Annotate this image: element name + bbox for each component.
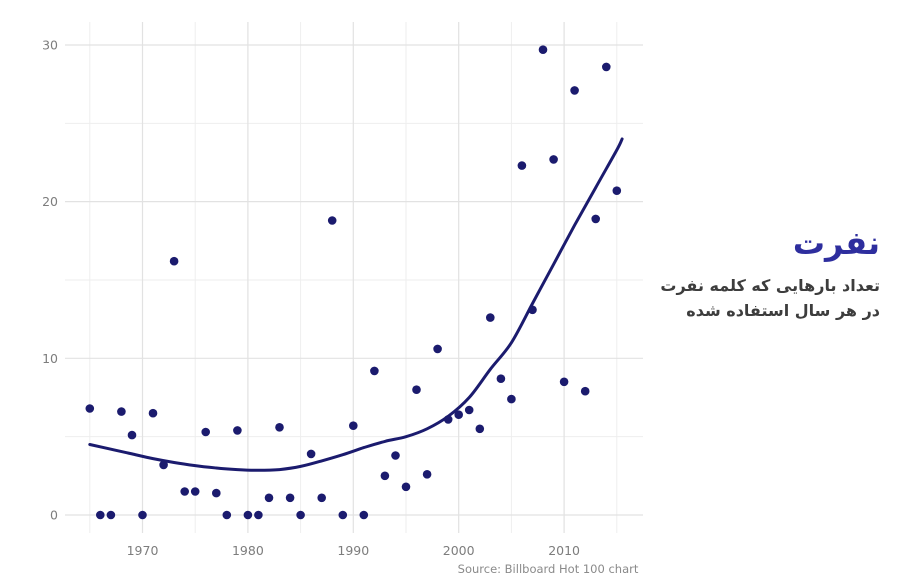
- data-point: [422, 470, 432, 479]
- chart-title: نفرت: [792, 224, 880, 262]
- data-point: [117, 407, 126, 416]
- data-point: [159, 460, 168, 470]
- data-point: [317, 493, 327, 503]
- data-point: [138, 510, 147, 520]
- data-point: [412, 385, 421, 395]
- data-point: [433, 344, 442, 354]
- data-point: [401, 482, 411, 492]
- data-point: [549, 155, 558, 164]
- data-point: [591, 214, 600, 224]
- data-point: [233, 426, 242, 435]
- data-point: [148, 408, 158, 418]
- data-point: [85, 404, 95, 413]
- data-point: [190, 487, 200, 496]
- x-tick-label: 2010: [548, 543, 580, 558]
- data-point: [528, 305, 537, 315]
- x-tick-label: 1970: [127, 543, 159, 558]
- data-point: [380, 471, 390, 481]
- y-tick-label: 0: [50, 508, 58, 523]
- x-tick-label: 1980: [232, 543, 264, 558]
- data-point: [275, 423, 284, 432]
- y-axis-tick-labels: 0 10 20 30: [42, 37, 58, 522]
- data-point: [454, 410, 464, 420]
- data-points: [85, 45, 622, 520]
- chart-subtitle-line-2: در هر سال استفاده شده: [686, 301, 880, 321]
- y-tick-label: 30: [42, 37, 58, 52]
- data-point: [127, 430, 137, 440]
- data-point: [254, 510, 263, 520]
- chart-subtitle-line-1: تعداد بارهایی که کلمه نفرت: [660, 276, 880, 296]
- data-point: [517, 161, 527, 170]
- source-caption: Source: Billboard Hot 100 chart: [457, 562, 639, 576]
- data-point: [570, 86, 579, 95]
- data-point: [391, 451, 400, 460]
- data-point: [212, 488, 221, 498]
- data-point: [580, 386, 590, 396]
- data-point: [370, 366, 379, 376]
- y-tick-label: 20: [42, 194, 58, 209]
- data-point: [327, 216, 337, 225]
- data-point: [264, 493, 274, 503]
- data-point: [338, 510, 348, 520]
- x-tick-label: 2000: [443, 543, 475, 558]
- data-point: [106, 510, 116, 520]
- chart-subtitle: تعداد بارهایی که کلمه نفرت در هر سال است…: [660, 273, 880, 323]
- data-point: [243, 510, 253, 520]
- data-point: [464, 405, 474, 415]
- x-tick-label: 1990: [337, 543, 369, 558]
- x-axis-tick-labels: 1970 1980 1990 2000 2010: [127, 543, 580, 558]
- data-point: [559, 377, 569, 387]
- data-point: [201, 427, 210, 437]
- y-tick-label: 10: [42, 351, 58, 366]
- data-point: [222, 510, 232, 520]
- data-point: [306, 449, 316, 459]
- data-point: [507, 394, 516, 404]
- annotation-block: نفرت تعداد بارهایی که کلمه نفرت در هر سا…: [660, 224, 880, 323]
- data-point: [486, 313, 495, 322]
- data-point: [96, 510, 105, 520]
- data-point: [443, 415, 453, 424]
- data-point: [538, 45, 548, 54]
- data-point: [169, 256, 179, 266]
- data-point: [285, 493, 295, 503]
- data-point: [475, 424, 485, 434]
- minor-gridlines: [65, 22, 643, 533]
- data-point: [612, 186, 622, 195]
- scatter-chart: 1970 1980 1990 2000 2010 0 10 20 30: [42, 22, 643, 558]
- trend-line: [88, 137, 624, 472]
- data-point: [180, 487, 189, 496]
- data-point: [296, 510, 305, 520]
- data-point: [602, 62, 611, 72]
- major-gridlines: [65, 22, 643, 533]
- data-point: [496, 374, 506, 384]
- data-point: [349, 421, 358, 431]
- data-point: [359, 510, 369, 520]
